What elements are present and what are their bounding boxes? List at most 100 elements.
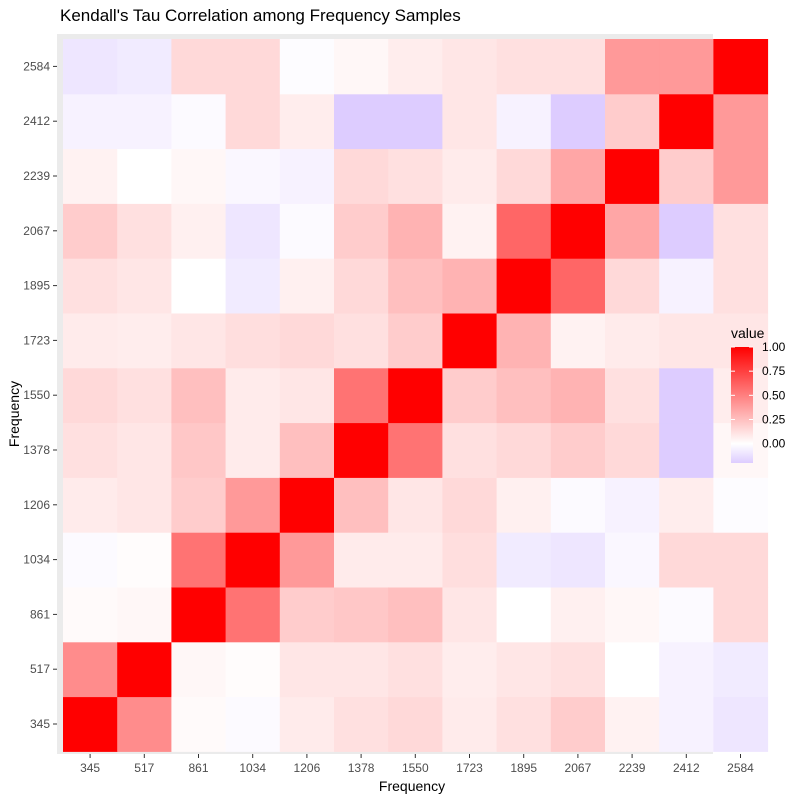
heatmap-cell-861-2239 <box>171 148 227 204</box>
heatmap-cell-1723-2239 <box>442 148 498 204</box>
y-tick-label: 1378 <box>23 443 50 457</box>
heatmap-cell-2067-1034 <box>550 532 606 588</box>
heatmap-cell-861-1895 <box>171 258 227 314</box>
heatmap-cell-345-2067 <box>63 203 118 259</box>
heatmap-cell-1206-1206 <box>279 477 335 533</box>
heatmap-cell-1895-2067 <box>496 203 552 259</box>
heatmap-cell-1034-1550 <box>225 367 281 424</box>
heatmap-cell-1895-1206 <box>496 477 552 533</box>
heatmap-cell-1895-2412 <box>496 93 552 150</box>
heatmap-cell-2067-861 <box>550 587 606 643</box>
x-tick-label: 345 <box>80 761 100 775</box>
heatmap-cell-1723-345 <box>442 696 498 752</box>
heatmap-cell-1550-517 <box>388 641 443 698</box>
heatmap-cell-345-2239 <box>63 148 118 204</box>
legend-tick-label: 0.50 <box>762 388 786 402</box>
y-tick-label: 861 <box>30 607 50 621</box>
heatmap-cell-2067-1723 <box>550 313 606 369</box>
x-tick-label: 517 <box>134 761 154 775</box>
heatmap-cell-517-1034 <box>117 532 172 588</box>
heatmap-cell-517-2584 <box>117 39 172 95</box>
heatmap-cell-2412-861 <box>659 587 714 643</box>
heatmap-cell-2239-2067 <box>605 203 660 259</box>
heatmap-cell-861-2067 <box>171 203 227 259</box>
heatmap-cell-1034-1378 <box>225 422 281 478</box>
heatmap-cell-1378-1895 <box>334 258 389 314</box>
heatmap-cell-1378-2412 <box>334 93 389 150</box>
heatmap-cell-517-517 <box>117 641 172 698</box>
legend-ticks: 1.00 0.75 0.50 0.25 0.00 <box>731 340 786 451</box>
y-tick-label: 2239 <box>23 169 50 183</box>
y-tick-label: 2584 <box>23 59 50 73</box>
heatmap-cell-1034-345 <box>225 696 281 752</box>
heatmap-cell-1206-861 <box>279 587 335 643</box>
y-tick-label: 1895 <box>23 279 50 293</box>
y-tick-label: 1034 <box>23 553 50 567</box>
heatmap-cell-517-1723 <box>117 313 172 369</box>
heatmap-cell-2412-1206 <box>659 477 714 533</box>
heatmap-cell-1034-1895 <box>225 258 281 314</box>
heatmap-cell-1034-2067 <box>225 203 281 259</box>
heatmap-cell-2239-1895 <box>605 258 660 314</box>
heatmap-cell-1895-1378 <box>496 422 552 478</box>
heatmap-cell-1550-2412 <box>388 93 443 150</box>
y-tick-label: 1550 <box>23 388 50 402</box>
heatmap-cell-2584-517 <box>713 641 769 698</box>
heatmap-cell-1723-517 <box>442 641 498 698</box>
heatmap-cell-2412-2239 <box>659 148 714 204</box>
heatmap-cell-2412-2067 <box>659 203 714 259</box>
heatmap-cell-1550-861 <box>388 587 443 643</box>
heatmap-cell-517-2067 <box>117 203 172 259</box>
chart-title: Kendall's Tau Correlation among Frequenc… <box>60 6 461 25</box>
heatmap-cell-1206-2067 <box>279 203 335 259</box>
x-tick-label: 1034 <box>239 761 266 775</box>
heatmap-cell-2239-1378 <box>605 422 660 478</box>
heatmap-cell-2239-2412 <box>605 93 660 150</box>
heatmap-cell-1378-1206 <box>334 477 389 533</box>
heatmap-cell-1034-861 <box>225 587 281 643</box>
x-axis-ticks: 345 517 861 1034 1206 1378 1550 1723 1895 2067 223… <box>80 754 754 775</box>
x-tick-label: 1206 <box>294 761 321 775</box>
heatmap-cell-345-2584 <box>63 39 118 95</box>
heatmap-cell-2067-345 <box>550 696 606 752</box>
heatmap-cell-1550-1723 <box>388 313 443 369</box>
heatmap-cell-2239-1206 <box>605 477 660 533</box>
heatmap-cell-1550-1034 <box>388 532 443 588</box>
y-axis-title: Frequency <box>6 381 22 447</box>
heatmap-cell-1378-1378 <box>334 422 389 478</box>
heatmap-cell-1206-1895 <box>279 258 335 314</box>
heatmap-cell-1550-2584 <box>388 39 443 95</box>
heatmap-cell-517-345 <box>117 696 172 752</box>
heatmap-cell-1206-345 <box>279 696 335 752</box>
heatmap-cell-2067-517 <box>550 641 606 698</box>
heatmap-cell-1723-2067 <box>442 203 498 259</box>
heatmap-cell-861-1723 <box>171 313 227 369</box>
heatmap-cell-2239-861 <box>605 587 660 643</box>
x-tick-label: 1378 <box>348 761 375 775</box>
heatmap-cell-1034-2239 <box>225 148 281 204</box>
heatmap-cell-2412-517 <box>659 641 714 698</box>
heatmap-cell-1723-1895 <box>442 258 498 314</box>
heatmap-cell-2412-1378 <box>659 422 714 478</box>
heatmap-cell-2584-2239 <box>713 148 769 204</box>
y-tick-label: 345 <box>30 717 50 731</box>
heatmap-cell-1895-1895 <box>496 258 552 314</box>
heatmap-cell-2239-1550 <box>605 367 660 424</box>
legend-title: value <box>731 325 765 341</box>
heatmap-cell-2067-1895 <box>550 258 606 314</box>
heatmap-cell-2412-1723 <box>659 313 714 369</box>
x-tick-label: 2412 <box>673 761 700 775</box>
heatmap-cell-517-1378 <box>117 422 172 478</box>
heatmap-cell-861-2412 <box>171 93 227 150</box>
heatmap-cell-1034-2412 <box>225 93 281 150</box>
heatmap-cell-345-1550 <box>63 367 118 424</box>
heatmap-cell-345-1034 <box>63 532 118 588</box>
heatmap-cell-517-2412 <box>117 93 172 150</box>
heatmap-cell-861-345 <box>171 696 227 752</box>
heatmap-cell-1378-861 <box>334 587 389 643</box>
heatmap-cell-861-1550 <box>171 367 227 424</box>
heatmap-cell-861-861 <box>171 587 227 643</box>
heatmap-cell-2239-1723 <box>605 313 660 369</box>
heatmap-cell-1550-1378 <box>388 422 443 478</box>
